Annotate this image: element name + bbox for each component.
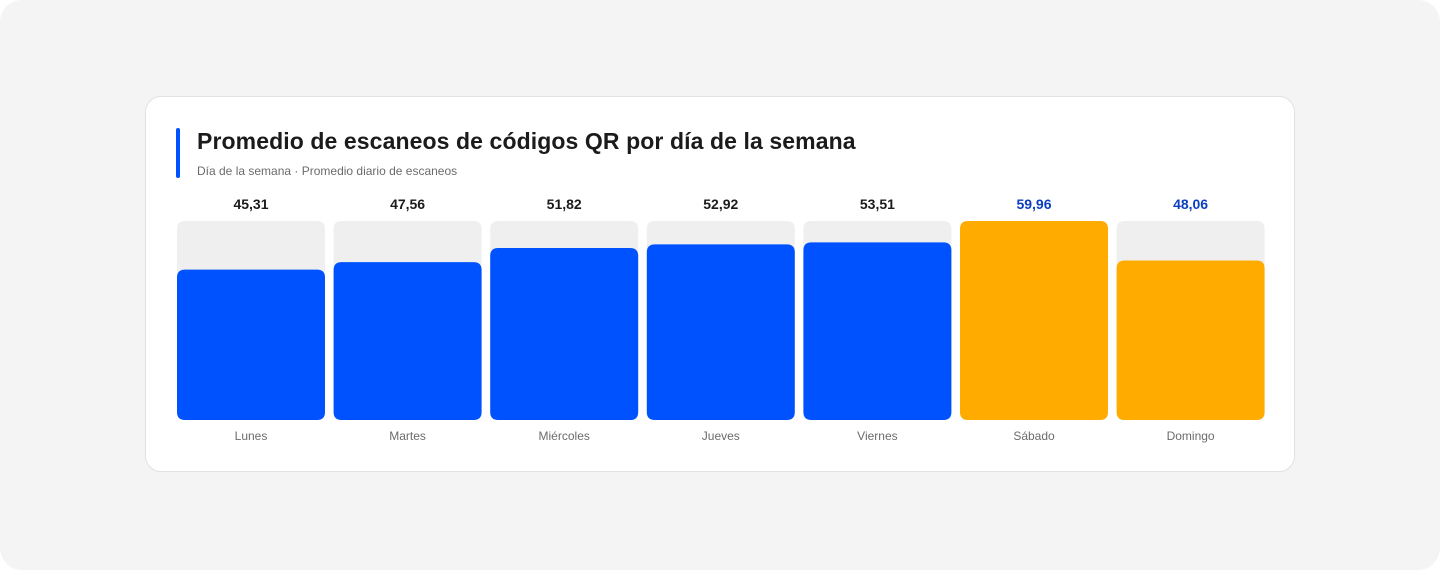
bar-chart: 45,31 Lunes 47,56 Martes 51,82 Miércoles 52,92… [177, 196, 1265, 443]
category-label-sabado: Sábado [1013, 429, 1055, 443]
chart-card: Promedio de escaneos de códigos QR por d… [145, 96, 1295, 472]
chart-title: Promedio de escaneos de códigos QR por d… [197, 128, 856, 154]
value-label-lunes: 45,31 [233, 196, 268, 212]
category-label-lunes: Lunes [235, 429, 268, 443]
category-label-miercoles: Miércoles [539, 429, 590, 443]
bar-miercoles[interactable] [490, 248, 639, 420]
bar-sabado[interactable] [960, 221, 1108, 420]
bar-viernes[interactable] [803, 242, 952, 420]
bar-lunes[interactable] [177, 269, 325, 420]
value-label-domingo: 48,06 [1173, 196, 1208, 212]
value-label-viernes: 53,51 [860, 196, 895, 212]
chart-subtitle: Día de la semana · Promedio diario de es… [197, 164, 458, 178]
category-label-domingo: Domingo [1167, 429, 1215, 443]
bar-martes[interactable] [333, 262, 482, 420]
value-label-martes: 47,56 [390, 196, 425, 212]
category-label-viernes: Viernes [857, 429, 897, 443]
value-label-sabado: 59,96 [1016, 196, 1051, 212]
title-accent-bar [176, 128, 180, 178]
category-label-martes: Martes [389, 429, 426, 443]
value-label-miercoles: 51,82 [547, 196, 582, 212]
value-label-jueves: 52,92 [703, 196, 738, 212]
bar-domingo[interactable] [1116, 260, 1265, 420]
category-label-jueves: Jueves [702, 429, 740, 443]
bar-jueves[interactable] [646, 244, 795, 420]
